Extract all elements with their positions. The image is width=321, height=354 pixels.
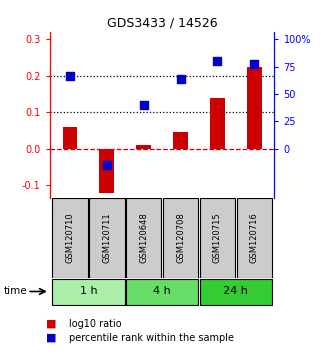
Text: GSM120711: GSM120711 — [102, 213, 111, 263]
Bar — [200, 198, 235, 278]
Text: GSM120710: GSM120710 — [65, 213, 74, 263]
Text: log10 ratio: log10 ratio — [69, 319, 122, 329]
Text: 4 h: 4 h — [153, 286, 171, 297]
Point — [178, 76, 183, 82]
Bar — [210, 98, 225, 149]
Bar — [200, 279, 272, 305]
Bar — [52, 279, 125, 305]
Bar — [63, 127, 77, 149]
Point — [215, 58, 220, 64]
Title: GDS3433 / 14526: GDS3433 / 14526 — [107, 16, 217, 29]
Text: GSM120716: GSM120716 — [250, 213, 259, 263]
Point — [252, 61, 257, 67]
Text: GSM120708: GSM120708 — [176, 213, 185, 263]
Text: 1 h: 1 h — [80, 286, 97, 297]
Bar — [52, 198, 88, 278]
Bar — [173, 132, 188, 149]
Bar — [136, 145, 151, 149]
Text: GSM120648: GSM120648 — [139, 213, 148, 263]
Text: time: time — [3, 286, 27, 297]
Text: 24 h: 24 h — [223, 286, 248, 297]
Bar — [89, 198, 125, 278]
Bar — [237, 198, 272, 278]
Bar — [100, 149, 114, 193]
Text: ■: ■ — [46, 333, 56, 343]
Point — [141, 102, 146, 108]
Text: GSM120715: GSM120715 — [213, 213, 222, 263]
Point — [67, 73, 73, 79]
Point — [104, 162, 109, 168]
Bar — [126, 198, 161, 278]
Text: percentile rank within the sample: percentile rank within the sample — [69, 333, 234, 343]
Bar — [163, 198, 198, 278]
Text: ■: ■ — [46, 319, 56, 329]
Bar — [126, 279, 198, 305]
Bar — [247, 67, 262, 149]
